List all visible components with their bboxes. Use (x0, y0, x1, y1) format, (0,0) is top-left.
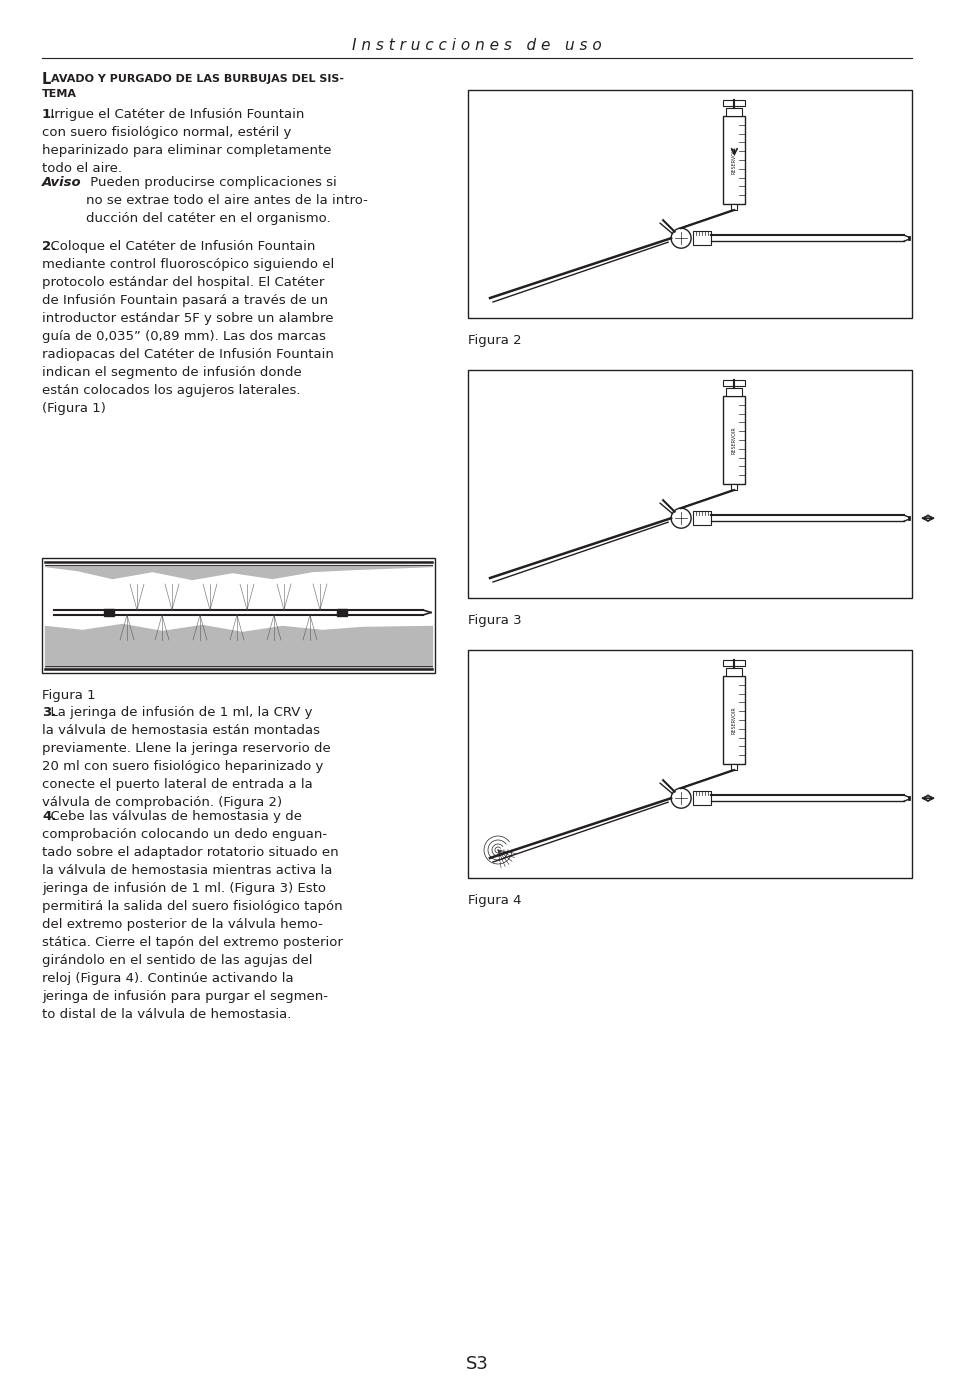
Bar (468, 371, 911, 598)
Text: Irrigue el Catéter de Infusión Fountain
con suero fisiológico normal, estéril y
: Irrigue el Catéter de Infusión Fountain … (42, 108, 331, 175)
Bar (722, 661, 744, 666)
Text: Pueden producirse complicaciones si
no se extrae todo el aire antes de la intro-: Pueden producirse complicaciones si no s… (86, 176, 368, 225)
Text: Figura 3: Figura 3 (468, 613, 521, 627)
Bar (731, 204, 737, 210)
Text: Coloque el Catéter de Infusión Fountain
mediante control fluoroscópico siguiendo: Coloque el Catéter de Infusión Fountain … (42, 240, 334, 415)
Bar (722, 676, 744, 763)
Text: 1.: 1. (42, 108, 56, 121)
Bar (722, 380, 744, 386)
Bar (722, 117, 744, 204)
Text: Cebe las válvulas de hemostasia y de
comprobación colocando un dedo enguan-
tado: Cebe las válvulas de hemostasia y de com… (42, 811, 342, 1022)
Bar (693, 511, 710, 525)
Bar (722, 396, 744, 484)
Text: Aviso: Aviso (42, 176, 82, 189)
Text: S3: S3 (465, 1355, 488, 1373)
Bar (725, 108, 741, 117)
Bar (725, 668, 741, 676)
Bar (42, 558, 435, 673)
Text: 2.: 2. (42, 240, 56, 253)
Bar (693, 232, 710, 246)
Bar (722, 100, 744, 105)
Text: Figura 2: Figura 2 (468, 335, 521, 347)
Bar (468, 650, 911, 879)
Text: RESERVOIR: RESERVOIR (731, 706, 736, 734)
Text: Figura 4: Figura 4 (468, 894, 521, 906)
Text: TEMA: TEMA (42, 89, 77, 99)
Circle shape (670, 228, 690, 248)
Text: L: L (42, 72, 51, 87)
Text: AVADO Y PURGADO DE LAS BURBUJAS DEL SIS-: AVADO Y PURGADO DE LAS BURBUJAS DEL SIS- (51, 74, 344, 85)
Text: RESERVOIR: RESERVOIR (731, 426, 736, 454)
Text: La jeringa de infusión de 1 ml, la CRV y
la válvula de hemostasia están montadas: La jeringa de infusión de 1 ml, la CRV y… (42, 706, 331, 809)
Text: Figura 1: Figura 1 (42, 688, 95, 702)
Text: RESERVOIR: RESERVOIR (731, 146, 736, 174)
Bar (731, 484, 737, 490)
Bar (725, 389, 741, 396)
Circle shape (670, 508, 690, 529)
Circle shape (670, 788, 690, 808)
Bar (104, 609, 113, 616)
Bar (336, 609, 347, 616)
Bar (693, 791, 710, 805)
Text: 4.: 4. (42, 811, 56, 823)
Bar (731, 763, 737, 770)
Text: 3.: 3. (42, 706, 56, 719)
Text: I n s t r u c c i o n e s   d e   u s o: I n s t r u c c i o n e s d e u s o (352, 37, 601, 53)
Bar (468, 90, 911, 318)
